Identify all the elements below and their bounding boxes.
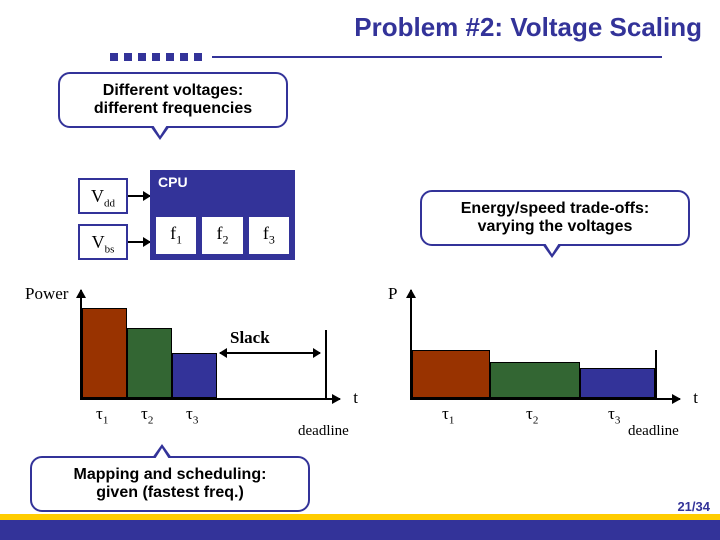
deadline-line xyxy=(325,330,327,400)
callout-line: Mapping and scheduling: xyxy=(46,466,294,484)
callout-line: different frequencies xyxy=(74,100,272,118)
chart2-ylabel: P xyxy=(388,284,397,304)
chart-bar xyxy=(82,308,127,398)
deadline-label: deadline xyxy=(628,423,679,440)
tau-label: τ3 xyxy=(186,404,198,426)
footer-bar xyxy=(0,520,720,540)
tau-label: τ1 xyxy=(96,404,108,426)
vbs-arrow-icon xyxy=(128,241,150,243)
cpu-cell-f2: f2 xyxy=(201,216,243,255)
chart1-xlabel: t xyxy=(353,388,358,408)
cpu-cell-f3: f3 xyxy=(248,216,290,255)
callout-tradeoffs: Energy/speed trade-offs: varying the vol… xyxy=(420,190,690,246)
vbs-box: Vbs xyxy=(78,224,128,260)
power-chart-after: P t deadline τ1τ2τ3 xyxy=(410,290,680,400)
callout-line: varying the voltages xyxy=(436,218,674,236)
deadline-label: deadline xyxy=(298,423,349,440)
tau-label: τ2 xyxy=(141,404,153,426)
cpu-block: CPU f1 f2 f3 xyxy=(150,170,295,260)
cpu-cell-f1: f1 xyxy=(155,216,197,255)
power-chart-before: Power t Slack deadline τ1τ2τ3 xyxy=(80,290,340,400)
callout-line: Different voltages: xyxy=(74,82,272,100)
callout-line: Energy/speed trade-offs: xyxy=(436,200,674,218)
slide-title: Problem #2: Voltage Scaling xyxy=(354,12,702,43)
callout-line: given (fastest freq.) xyxy=(46,484,294,502)
chart-bar xyxy=(127,328,172,398)
page-number: 21/34 xyxy=(677,499,710,514)
deadline-line xyxy=(655,350,657,400)
vdd-box: Vdd xyxy=(78,178,128,214)
tau-label: τ1 xyxy=(442,404,454,426)
chart1-ylabel: Power xyxy=(25,284,68,304)
chart-bar xyxy=(172,353,217,398)
cpu-label: CPU xyxy=(158,174,188,190)
vdd-arrow-icon xyxy=(128,195,150,197)
callout-mapping: Mapping and scheduling: given (fastest f… xyxy=(30,456,310,512)
title-underline xyxy=(110,48,702,56)
cpu-freq-cells: f1 f2 f3 xyxy=(155,216,290,255)
chart2-xlabel: t xyxy=(693,388,698,408)
chart-bar xyxy=(580,368,655,398)
tau-label: τ2 xyxy=(526,404,538,426)
axis-x-icon xyxy=(80,398,340,400)
slack-arrow-icon xyxy=(220,352,320,354)
tau-label: τ3 xyxy=(608,404,620,426)
axis-x-icon xyxy=(410,398,680,400)
callout-voltages: Different voltages: different frequencie… xyxy=(58,72,288,128)
chart-bar xyxy=(490,362,580,398)
slack-label: Slack xyxy=(230,328,270,348)
chart-bar xyxy=(412,350,490,398)
